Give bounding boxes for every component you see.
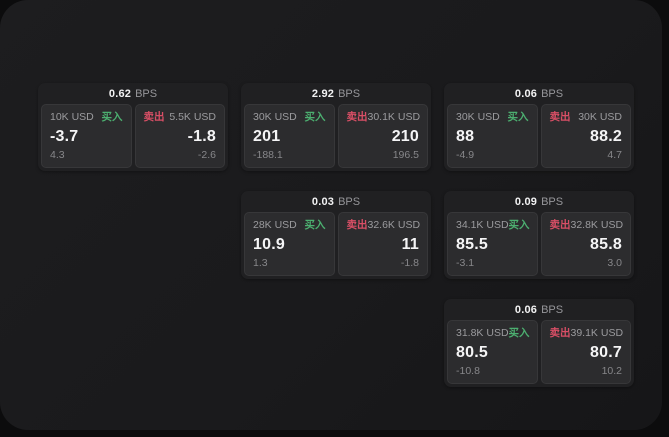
buy-price: 85.5 [456, 235, 488, 253]
bps-header: 2.92 BPS [241, 83, 431, 104]
sell-price: 88.2 [590, 127, 622, 145]
buy-side-label: 买入 [304, 219, 326, 231]
bps-value: 0.06 [514, 303, 538, 316]
buy-side-label: 买入 [508, 219, 530, 231]
buy-panel[interactable]: 30K USD 买入 201 -188.1 [244, 104, 335, 168]
bps-unit-label: BPS [338, 195, 361, 208]
buy-panel[interactable]: 28K USD 买入 10.9 1.3 [244, 212, 335, 276]
column-1: 0.62 BPS 10K USD 买入 -3.7 4.3 卖出 5.5K USD [38, 83, 228, 171]
sell-amount: 30K USD [578, 111, 622, 123]
buy-sub-value: 4.3 [50, 149, 65, 161]
quote-card-6: 0.06 BPS 31.8K USD 买入 80.5 -10.8 卖出 39.1… [444, 299, 634, 387]
sell-sub-value: 196.5 [392, 149, 419, 161]
sell-sub-value: -1.8 [400, 257, 419, 269]
buy-sub-value: -188.1 [253, 149, 283, 161]
sell-amount: 30.1K USD [367, 111, 421, 123]
buy-sub-value: -4.9 [456, 149, 475, 161]
bps-value: 0.06 [514, 87, 538, 100]
buy-amount: 31.8K USD [456, 327, 509, 339]
sell-side-label: 卖出 [549, 111, 571, 123]
sell-sub-value: 10.2 [601, 365, 622, 377]
bps-value: 0.09 [514, 195, 538, 208]
buy-sub-value: -10.8 [456, 365, 480, 377]
sell-panel[interactable]: 卖出 30K USD 88.2 4.7 [540, 104, 631, 168]
buy-sub-value: -3.1 [456, 257, 475, 269]
sell-side-label: 卖出 [346, 111, 368, 123]
card-body: 31.8K USD 买入 80.5 -10.8 卖出 39.1K USD 80.… [444, 320, 634, 387]
quote-card-grid: 0.62 BPS 10K USD 买入 -3.7 4.3 卖出 5.5K USD [38, 83, 634, 387]
sell-sub-value: -2.6 [197, 149, 216, 161]
bps-value: 2.92 [311, 87, 335, 100]
buy-amount: 30K USD [253, 111, 297, 123]
buy-price: 88 [456, 127, 475, 145]
sell-price: 80.7 [590, 343, 622, 361]
bps-unit-label: BPS [541, 195, 564, 208]
sell-sub-value: 3.0 [607, 257, 622, 269]
buy-amount: 10K USD [50, 111, 94, 123]
column-3: 0.06 BPS 30K USD 买入 88 -4.9 卖出 30K USD [444, 83, 634, 387]
sell-amount: 39.1K USD [570, 327, 624, 339]
bps-header: 0.06 BPS [444, 83, 634, 104]
card-body: 10K USD 买入 -3.7 4.3 卖出 5.5K USD -1.8 -2.… [38, 104, 228, 171]
quote-card-5: 0.09 BPS 34.1K USD 买入 85.5 -3.1 卖出 32.8K… [444, 191, 634, 279]
buy-side-label: 买入 [304, 111, 326, 123]
buy-amount: 30K USD [456, 111, 500, 123]
quote-card-1: 0.62 BPS 10K USD 买入 -3.7 4.3 卖出 5.5K USD [38, 83, 228, 171]
sell-amount: 32.8K USD [570, 219, 624, 231]
bps-header: 0.06 BPS [444, 299, 634, 320]
sell-side-label: 卖出 [346, 219, 368, 231]
sell-panel[interactable]: 卖出 5.5K USD -1.8 -2.6 [134, 104, 225, 168]
buy-amount: 34.1K USD [456, 219, 509, 231]
sell-side-label: 卖出 [143, 111, 165, 123]
bps-unit-label: BPS [541, 87, 564, 100]
bps-value: 0.03 [311, 195, 335, 208]
sell-sub-value: 4.7 [607, 149, 622, 161]
quote-card-3: 0.06 BPS 30K USD 买入 88 -4.9 卖出 30K USD [444, 83, 634, 171]
bps-unit-label: BPS [338, 87, 361, 100]
buy-price: 80.5 [456, 343, 488, 361]
buy-side-label: 买入 [507, 111, 529, 123]
quote-card-4: 0.03 BPS 28K USD 买入 10.9 1.3 卖出 32.6K US… [241, 191, 431, 279]
quote-card-2: 2.92 BPS 30K USD 买入 201 -188.1 卖出 30.1K … [241, 83, 431, 171]
sell-amount: 5.5K USD [169, 111, 216, 123]
bps-header: 0.03 BPS [241, 191, 431, 212]
buy-price: 201 [253, 127, 281, 145]
sell-panel[interactable]: 卖出 32.8K USD 85.8 3.0 [540, 212, 631, 276]
sell-price: 210 [391, 127, 419, 145]
bps-header: 0.09 BPS [444, 191, 634, 212]
bps-value: 0.62 [108, 87, 132, 100]
sell-amount: 32.6K USD [367, 219, 421, 231]
buy-price: 10.9 [253, 235, 285, 253]
buy-side-label: 买入 [101, 111, 123, 123]
sell-side-label: 卖出 [549, 327, 571, 339]
sell-price: -1.8 [187, 127, 216, 145]
column-2: 2.92 BPS 30K USD 买入 201 -188.1 卖出 30.1K … [241, 83, 431, 279]
buy-panel[interactable]: 30K USD 买入 88 -4.9 [447, 104, 538, 168]
card-body: 34.1K USD 买入 85.5 -3.1 卖出 32.8K USD 85.8… [444, 212, 634, 279]
bps-unit-label: BPS [541, 303, 564, 316]
buy-amount: 28K USD [253, 219, 297, 231]
buy-side-label: 买入 [508, 327, 530, 339]
buy-panel[interactable]: 31.8K USD 买入 80.5 -10.8 [447, 320, 538, 384]
bps-unit-label: BPS [135, 87, 158, 100]
buy-panel[interactable]: 10K USD 买入 -3.7 4.3 [41, 104, 132, 168]
sell-price: 11 [401, 235, 419, 253]
sell-panel[interactable]: 卖出 32.6K USD 11 -1.8 [337, 212, 428, 276]
card-body: 28K USD 买入 10.9 1.3 卖出 32.6K USD 11 -1.8 [241, 212, 431, 279]
sell-side-label: 卖出 [549, 219, 571, 231]
buy-panel[interactable]: 34.1K USD 买入 85.5 -3.1 [447, 212, 538, 276]
buy-sub-value: 1.3 [253, 257, 268, 269]
bps-header: 0.62 BPS [38, 83, 228, 104]
buy-price: -3.7 [50, 127, 79, 145]
sell-panel[interactable]: 卖出 39.1K USD 80.7 10.2 [540, 320, 631, 384]
card-body: 30K USD 买入 201 -188.1 卖出 30.1K USD 210 1… [241, 104, 431, 171]
sell-panel[interactable]: 卖出 30.1K USD 210 196.5 [337, 104, 428, 168]
card-body: 30K USD 买入 88 -4.9 卖出 30K USD 88.2 4.7 [444, 104, 634, 171]
sell-price: 85.8 [590, 235, 622, 253]
